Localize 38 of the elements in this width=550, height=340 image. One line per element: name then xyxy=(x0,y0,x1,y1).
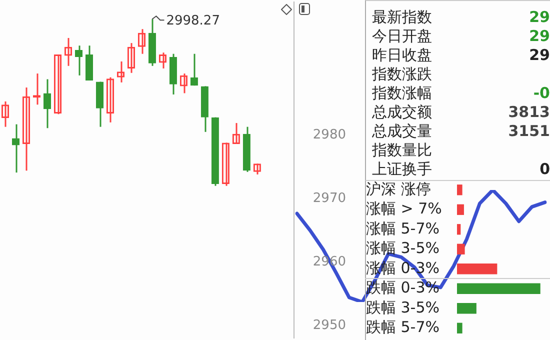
category-label: 昨日收盘 xyxy=(372,46,432,64)
category-label: 指数量比 xyxy=(372,141,432,159)
candlestick xyxy=(43,78,52,129)
y-tick-label: 2970 xyxy=(312,190,346,206)
y-tick-label: 2980 xyxy=(312,127,346,142)
category-label: 总成交量 xyxy=(372,122,432,140)
candlestick xyxy=(190,53,198,86)
y-tick-label: 跌幅 5-7% xyxy=(366,318,440,336)
text: 29 xyxy=(529,46,550,64)
bar xyxy=(457,303,476,314)
y-tick-label: 涨幅 5-7% xyxy=(366,219,440,238)
bar xyxy=(457,204,464,215)
text: 3813 xyxy=(508,103,550,121)
text: -0 xyxy=(533,84,550,102)
bar xyxy=(457,184,462,196)
category-label: 今日开盘 xyxy=(372,27,432,45)
candlestick xyxy=(12,124,20,174)
annotation: 2998.27 xyxy=(166,14,220,29)
text: 29 xyxy=(529,27,550,45)
text: 3151 xyxy=(508,122,550,140)
bar xyxy=(457,224,461,235)
y-tick-label: 2950 xyxy=(312,318,346,333)
bar xyxy=(457,264,498,274)
category-label: 上证换手 xyxy=(372,160,432,178)
category-label: 指数涨幅 xyxy=(372,84,432,102)
category-label: 总成交额 xyxy=(372,103,432,121)
bar xyxy=(457,244,465,254)
y-tick-label: 跌幅 3-5% xyxy=(366,298,440,316)
y-tick-label: 沪深 涨停 xyxy=(366,180,431,198)
category-label: 最新指数 xyxy=(372,8,432,26)
text: 0 xyxy=(540,160,550,178)
category-label: 指数涨跌 xyxy=(372,65,432,83)
candlestick xyxy=(74,44,83,76)
bar xyxy=(457,322,462,334)
text: 29 xyxy=(529,8,550,26)
bar xyxy=(457,283,540,294)
y-tick-label: 涨幅 3-5% xyxy=(366,239,440,258)
y-tick-label: 涨幅 > 7% xyxy=(366,200,442,218)
